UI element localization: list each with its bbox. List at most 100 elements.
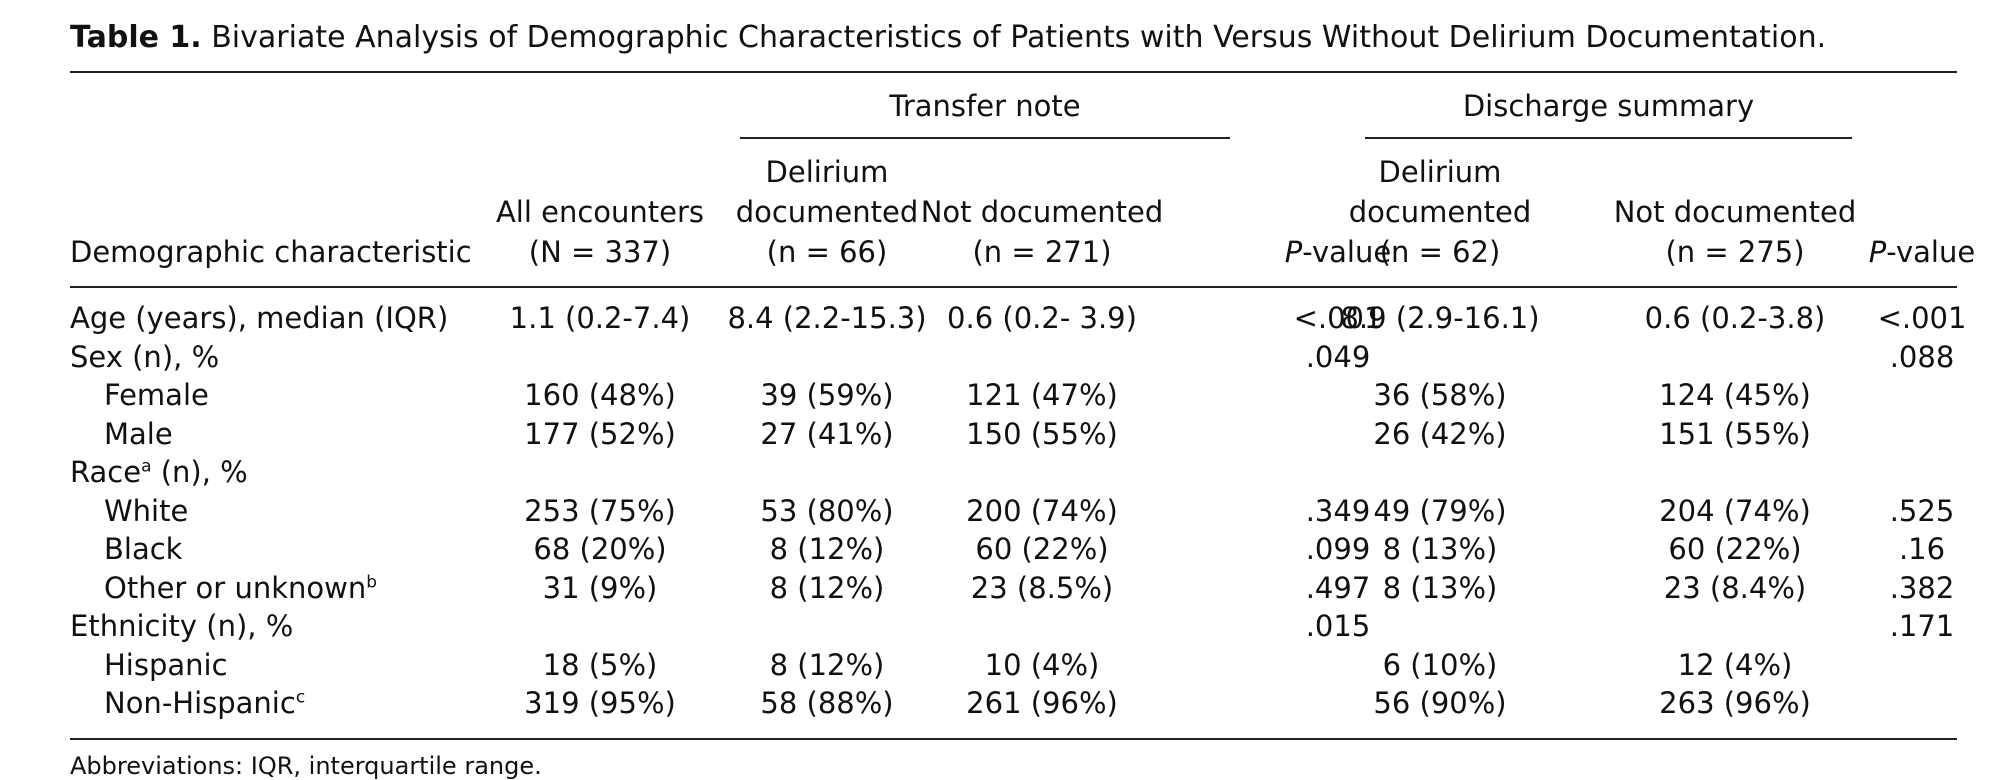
- row-label-text: Female: [104, 378, 209, 412]
- table-cell: 49 (79%): [1373, 493, 1507, 528]
- column-header-line: Demographic characteristic: [70, 235, 472, 269]
- column-header: Delirium documented (n = 62): [1349, 152, 1532, 272]
- table-cell: .088: [1889, 339, 1955, 374]
- row-label: Non-Hispanicc: [104, 684, 305, 723]
- column-header-line: documented: [735, 195, 919, 229]
- column-header-line: (n = 275): [1665, 235, 1805, 269]
- footnote-marker: c: [295, 687, 306, 708]
- table-cell: <.001: [1877, 301, 1967, 335]
- row-label-suffix: (n), %: [151, 455, 248, 489]
- table-cell: .525: [1889, 493, 1955, 528]
- table-cell: .382: [1889, 570, 1955, 605]
- row-label-text: White: [104, 493, 189, 528]
- table-cell: 8.4 (2.2-15.3): [727, 301, 927, 335]
- column-header: Demographic characteristic: [70, 232, 472, 272]
- table-cell: 23 (8.4%): [1663, 570, 1807, 605]
- table-cell: 319 (95%): [524, 686, 676, 720]
- row-label-text: Other or unknown: [104, 570, 367, 605]
- column-header: Not documented (n = 275): [1614, 192, 1857, 272]
- transfer-note-rule: [740, 137, 1230, 139]
- caption-text: Bivariate Analysis of Demographic Charac…: [211, 20, 1827, 55]
- table-cell: 60 (22%): [975, 532, 1109, 566]
- table-cell: 151 (55%): [1659, 416, 1811, 451]
- table-footnote: Abbreviations: IQR, interquartile range.: [70, 752, 542, 780]
- column-header-line: documented: [1348, 195, 1532, 229]
- table-cell: 121 (47%): [966, 378, 1118, 412]
- footnote-marker: b: [366, 571, 378, 592]
- table-cell: 8 (12%): [769, 570, 885, 605]
- p-value-label: -value: [1302, 235, 1392, 269]
- row-label: Ethnicity (n), %: [70, 607, 293, 646]
- table-cell: 150 (55%): [966, 416, 1118, 451]
- column-header-line: Delirium: [765, 155, 889, 189]
- row-label-text: Sex (n), %: [70, 339, 220, 374]
- table-cell: 60 (22%): [1668, 532, 1802, 566]
- table-cell: 36 (58%): [1373, 378, 1507, 412]
- row-label: Sex (n), %: [70, 338, 219, 377]
- table-cell: 200 (74%): [966, 493, 1118, 528]
- table-cell: 124 (45%): [1659, 378, 1811, 412]
- table-cell: 56 (90%): [1373, 686, 1507, 720]
- table-cell: 31 (9%): [542, 570, 658, 605]
- table-cell: .015: [1305, 609, 1371, 643]
- column-header: All encounters (N = 337): [496, 192, 704, 272]
- header-rule: [70, 286, 1957, 288]
- table-cell: 23 (8.5%): [970, 570, 1114, 605]
- row-label-text: Race: [70, 455, 142, 489]
- row-label: Male: [104, 415, 173, 454]
- table-cell: 8 (12%): [769, 532, 885, 566]
- table-cell: .16: [1898, 532, 1946, 566]
- column-header: P-value: [1285, 232, 1391, 272]
- discharge-summary-rule: [1365, 137, 1852, 139]
- column-header-line: (N = 337): [528, 235, 672, 269]
- table-cell: 6 (10%): [1382, 647, 1498, 682]
- p-value-label: -value: [1886, 235, 1976, 269]
- table-cell: 8 (13%): [1382, 532, 1498, 566]
- table-cell: .497: [1305, 570, 1371, 605]
- table-cell: 0.6 (0.2- 3.9): [947, 301, 1137, 335]
- row-label: Hispanic: [104, 646, 228, 685]
- table-cell: 12 (4%): [1677, 647, 1793, 682]
- table-cell: 39 (59%): [760, 378, 894, 412]
- group-header: Discharge summary: [1462, 89, 1755, 123]
- table-cell: 8 (13%): [1382, 570, 1498, 605]
- column-header-line: Delirium: [1378, 155, 1502, 189]
- row-label-text: Male: [104, 416, 173, 451]
- column-header-line: (n = 66): [766, 235, 888, 269]
- row-label: White: [104, 492, 188, 531]
- bottom-rule: [70, 738, 1957, 740]
- p-symbol: P: [1284, 235, 1303, 269]
- table-cell: 8.9 (2.9-16.1): [1340, 301, 1540, 335]
- column-header: P-value: [1869, 232, 1975, 272]
- table-cell: 1.1 (0.2-7.4): [509, 301, 691, 335]
- table-cell: 18 (5%): [542, 647, 658, 682]
- table-cell: 68 (20%): [533, 532, 667, 566]
- table-cell: 160 (48%): [524, 378, 676, 412]
- table-cell: .349: [1305, 493, 1371, 528]
- table-cell: 10 (4%): [984, 647, 1100, 682]
- row-label: Other or unknownb: [104, 569, 377, 608]
- row-label: Age (years), median (IQR): [70, 299, 448, 338]
- row-label-text: Hispanic: [104, 647, 228, 682]
- row-label-text: Age (years), median (IQR): [70, 301, 449, 335]
- table-cell: .049: [1305, 339, 1371, 374]
- column-header: Delirium documented (n = 66): [736, 152, 919, 272]
- table-cell: .171: [1889, 609, 1955, 643]
- table-cell: 26 (42%): [1373, 416, 1507, 451]
- table-cell: 8 (12%): [769, 647, 885, 682]
- table-cell: .099: [1305, 532, 1371, 566]
- table-cell: 58 (88%): [760, 686, 894, 720]
- footnote-marker: a: [141, 456, 152, 477]
- table-cell: 27 (41%): [760, 416, 894, 451]
- table-cell: 0.6 (0.2-3.8): [1644, 301, 1826, 335]
- table-cell: 263 (96%): [1659, 686, 1811, 720]
- row-label-text: Non-Hispanic: [104, 686, 296, 720]
- row-label: Black: [104, 530, 182, 569]
- top-rule: [70, 71, 1957, 73]
- row-label-text: Black: [104, 532, 183, 566]
- table-caption: Table 1. Bivariate Analysis of Demograph…: [70, 20, 1826, 55]
- table-cell: 177 (52%): [524, 416, 676, 451]
- caption-label: Table 1.: [70, 20, 202, 55]
- row-label: Female: [104, 376, 209, 415]
- column-header-line: (n = 271): [972, 235, 1112, 269]
